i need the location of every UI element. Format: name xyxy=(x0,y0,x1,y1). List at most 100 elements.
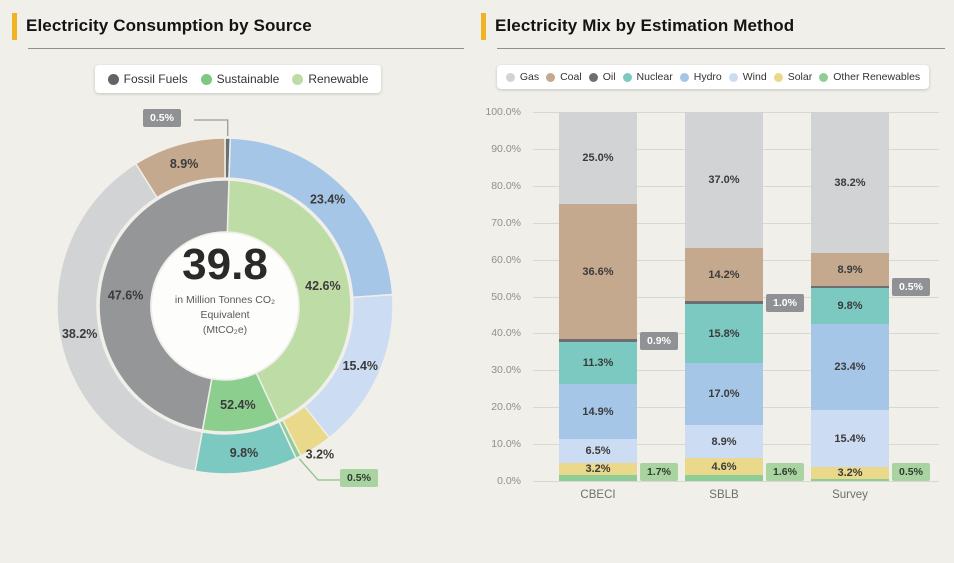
y-tick: 40.0% xyxy=(491,327,521,340)
nuclear-swatch xyxy=(622,72,632,82)
bars-area: 1.7% 3.2% 6.5% 14.9% 11.3% 0.9% 36.6% 25.0% CBEC… xyxy=(533,112,939,501)
method-legend: Gas Coal Oil Nuclear Hydro Wind Solar Other Ren… xyxy=(496,65,930,89)
legend-item-fossil-fuels: Fossil Fuels xyxy=(107,72,188,86)
bar-segment-survey-gas: 38.2% xyxy=(811,112,889,254)
donut-chart: 23.4% 15.4% 3.2% 9.8% 38.2% 8.9% 42.6% 52.4% 47.… xyxy=(12,98,464,533)
bar-value-label: 14.2% xyxy=(708,268,740,281)
oil-callout-label: 0.5% xyxy=(143,109,181,127)
survey-other-renewables-callout: 0.5% xyxy=(892,463,930,481)
gas-swatch xyxy=(505,72,515,82)
bar-column-sblb: 1.6% 4.6% 8.9% 17.0% 15.8% 1.0% 14.2% 37.0% SBLB xyxy=(661,112,804,501)
y-tick: 100.0% xyxy=(485,106,521,118)
sblb-oil-callout: 1.0% xyxy=(766,293,804,312)
right-panel-header: Electricity Mix by Estimation Method xyxy=(481,10,945,42)
bar-value-label: 6.5% xyxy=(585,444,611,457)
bar-segment-cbeci-nuclear: 11.3% xyxy=(559,342,637,385)
title-accent-bar xyxy=(12,12,17,40)
legend-item-solar: Solar xyxy=(773,71,813,83)
bar-segment-survey-hydro: 23.4% xyxy=(811,324,889,411)
stacked-bar-chart: 100.0% 90.0% 80.0% 70.0% 60.0% 50.0% 40.0% 30.0… xyxy=(481,106,939,501)
bar-segment-cbeci-solar: 3.2% xyxy=(559,463,637,475)
bar-value-label: 15.4% xyxy=(834,432,866,445)
bar-value-label: 15.8% xyxy=(708,327,740,340)
y-axis: 100.0% 90.0% 80.0% 70.0% 60.0% 50.0% 40.0% 30.0… xyxy=(481,106,527,487)
bar-value-label: 14.9% xyxy=(582,405,614,418)
bar-segment-sblb-hydro: 17.0% xyxy=(685,362,763,426)
bar-segment-sblb-oil xyxy=(685,300,763,305)
donut-label-renewable: 42.6% xyxy=(305,279,340,293)
bar-segment-sblb-coal: 14.2% xyxy=(685,248,763,301)
bar-value-label: 37.0% xyxy=(708,174,740,187)
bar-segment-cbeci-oil xyxy=(559,339,637,343)
bar-value-label: 17.0% xyxy=(708,388,740,401)
donut-label-nuclear: 9.8% xyxy=(230,446,259,460)
legend-label: Coal xyxy=(560,71,582,83)
other-renewables-callout-line xyxy=(298,458,340,481)
cbeci-oil-callout: 0.9% xyxy=(640,331,678,350)
bar-value-label: 11.3% xyxy=(582,357,614,370)
legend-label: Hydro xyxy=(693,71,722,83)
unit-line-2: Equivalent xyxy=(200,308,250,321)
renewable-swatch xyxy=(292,73,304,85)
unit-line-3: (MtCO₂e) xyxy=(202,323,248,336)
legend-item-wind: Wind xyxy=(728,71,767,83)
bar-value-label: 8.9% xyxy=(837,263,863,276)
bar-segment-sblb-nuclear: 15.8% xyxy=(685,304,763,363)
other-renewables-swatch xyxy=(819,72,829,82)
total-emissions-value: 39.8 xyxy=(182,240,268,289)
y-tick: 60.0% xyxy=(491,253,521,266)
solar-swatch xyxy=(773,72,783,82)
legend-label: Sustainable xyxy=(216,72,280,86)
y-tick: 70.0% xyxy=(491,216,521,229)
left-panel-title: Electricity Consumption by Source xyxy=(26,16,312,35)
donut-label-solar: 3.2% xyxy=(306,447,335,461)
bar-segment-sblb-wind: 8.9% xyxy=(685,425,763,459)
wind-swatch xyxy=(728,72,738,82)
bar-survey: 0.5% 3.2% 15.4% 23.4% 9.8% 0.5% 8.9% 38.2% xyxy=(811,112,930,481)
bar-value-label: 38.2% xyxy=(834,176,866,189)
unit-line-1: in Million Tonnes CO₂ xyxy=(174,294,276,307)
bar-segment-sblb-other-renewables xyxy=(685,475,763,481)
legend-item-sustainable: Sustainable xyxy=(200,72,280,86)
consumption-by-source-panel: Electricity Consumption by Source Fossil… xyxy=(12,10,464,558)
y-tick: 50.0% xyxy=(491,290,521,303)
donut-label-wind: 15.4% xyxy=(343,359,378,373)
bar-segment-sblb-gas: 37.0% xyxy=(685,112,763,249)
title-underline xyxy=(28,48,464,49)
bar-value-label: 23.4% xyxy=(834,361,866,374)
title-underline xyxy=(497,48,945,49)
legend-item-gas: Gas xyxy=(505,71,540,83)
legend-label: Nuclear xyxy=(636,71,673,83)
donut-label-sustainable: 52.4% xyxy=(220,398,255,412)
bar-segment-survey-coal: 8.9% xyxy=(811,253,889,286)
legend-item-other-renewables: Other Renewables xyxy=(819,71,920,83)
coal-swatch xyxy=(546,72,556,82)
donut-svg: 23.4% 15.4% 3.2% 9.8% 38.2% 8.9% 42.6% 52.4% 47.… xyxy=(56,119,394,481)
x-label-sblb: SBLB xyxy=(709,489,739,501)
donut-segment-gas xyxy=(56,162,204,473)
y-tick: 0.0% xyxy=(497,475,521,487)
bar-value-label: 8.9% xyxy=(711,435,737,448)
bar-segment-cbeci-wind: 6.5% xyxy=(559,438,637,463)
donut-label-hydro: 23.4% xyxy=(310,193,345,207)
x-label-cbeci: CBECI xyxy=(580,489,616,501)
legend-label: Solar xyxy=(787,71,813,83)
donut-segment-renewable xyxy=(226,179,352,422)
bar-value-label: 25.0% xyxy=(582,152,614,165)
bar-column-cbeci: 1.7% 3.2% 6.5% 14.9% 11.3% 0.9% 36.6% 25.0% CBEC… xyxy=(535,112,678,501)
right-panel-title: Electricity Mix by Estimation Method xyxy=(495,16,795,35)
legend-label: Gas xyxy=(519,71,540,83)
donut-segment-fossil-fuels xyxy=(98,179,230,431)
bar-segment-cbeci-gas: 25.0% xyxy=(559,112,637,205)
donut-center-disc xyxy=(152,233,298,379)
bar-value-label: 9.8% xyxy=(837,299,863,312)
donut-label-gas: 38.2% xyxy=(62,327,97,341)
y-tick: 30.0% xyxy=(491,364,521,377)
title-accent-bar xyxy=(481,12,486,40)
bar-value-label: 3.2% xyxy=(837,467,863,480)
bar-value-label: 3.2% xyxy=(585,462,611,475)
donut-segment-coal xyxy=(134,137,226,199)
source-legend: Fossil Fuels Sustainable Renewable xyxy=(94,65,382,93)
donut-center-label: 39.8 in Million Tonnes CO₂ Equivalent (M… xyxy=(150,240,300,337)
